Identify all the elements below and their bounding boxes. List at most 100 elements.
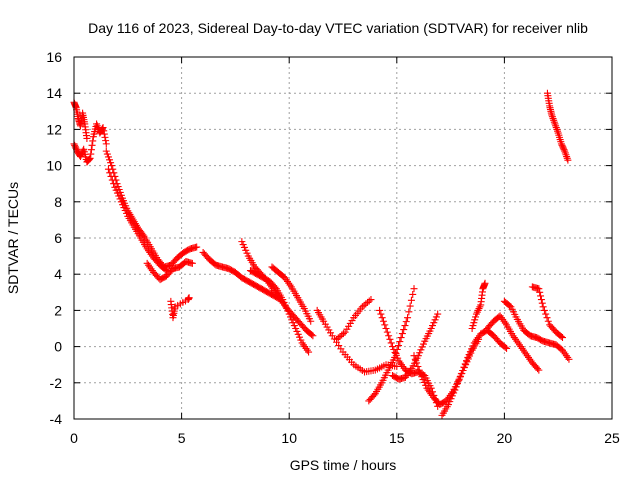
data-point (119, 201, 127, 209)
data-point (345, 322, 353, 330)
y-tick-label: 0 (54, 339, 62, 355)
data-point (542, 310, 550, 318)
data-point (455, 376, 463, 384)
data-point (418, 343, 426, 351)
data-point (535, 285, 543, 293)
data-point (79, 147, 87, 155)
data-point (537, 296, 545, 304)
data-point (431, 316, 439, 324)
y-tick-label: 6 (54, 230, 62, 246)
data-point (83, 134, 91, 142)
data-point (333, 335, 341, 343)
data-point (309, 332, 317, 340)
data-point (501, 343, 509, 351)
data-point (106, 156, 114, 164)
data-point (284, 307, 292, 315)
data-point (420, 378, 428, 386)
data-point (429, 322, 437, 330)
data-point (188, 259, 196, 267)
data-point (112, 186, 120, 194)
data-point (396, 338, 404, 346)
data-point (110, 180, 118, 188)
data-point (279, 296, 287, 304)
data-point (115, 185, 123, 193)
data-point (460, 363, 468, 371)
data-point (193, 243, 201, 251)
x-tick-label: 25 (604, 430, 620, 446)
data-point (115, 192, 123, 200)
data-point (117, 198, 125, 206)
data-point (459, 366, 467, 374)
data-point (411, 355, 419, 363)
data-point (410, 285, 418, 293)
data-point (393, 363, 401, 371)
data-point (430, 319, 438, 327)
data-point (327, 329, 335, 337)
data-point (364, 298, 372, 306)
data-point (419, 376, 427, 384)
y-tick-label: -4 (50, 411, 63, 427)
y-tick-label: 12 (46, 121, 62, 137)
data-point (557, 140, 565, 148)
data-point (85, 156, 93, 164)
data-point (457, 370, 465, 378)
data-point (410, 352, 418, 360)
data-points (70, 89, 573, 419)
data-point (288, 316, 296, 324)
data-point (87, 150, 95, 158)
data-point (463, 357, 471, 365)
data-point (307, 317, 315, 325)
data-point (243, 249, 251, 257)
data-point (289, 319, 297, 327)
data-point (464, 353, 472, 361)
data-point (535, 366, 543, 374)
y-tick-label: 14 (46, 85, 62, 101)
data-point (100, 130, 108, 138)
data-point (101, 133, 109, 141)
data-point (558, 141, 566, 149)
x-tick-label: 10 (281, 430, 297, 446)
data-point (339, 330, 347, 338)
data-point (451, 386, 459, 394)
data-point (370, 391, 378, 399)
data-point (539, 303, 547, 311)
x-tick-label: 5 (178, 430, 186, 446)
data-point (419, 340, 427, 348)
data-point (106, 169, 114, 177)
data-point (325, 326, 333, 334)
data-point (290, 322, 298, 330)
data-point (294, 330, 302, 338)
data-point (466, 348, 474, 356)
data-point (286, 313, 294, 321)
data-point (540, 306, 548, 314)
data-point (557, 332, 565, 340)
data-point (321, 320, 329, 328)
data-point (308, 331, 316, 339)
data-point (503, 344, 511, 352)
data-point (305, 348, 313, 356)
data-point (376, 306, 384, 314)
data-point (400, 326, 408, 334)
data-point (470, 319, 478, 327)
data-point (386, 335, 394, 343)
data-point (450, 389, 458, 397)
data-point (444, 401, 452, 409)
data-point (472, 313, 480, 321)
axis-ticks: 0 5 10 15 20 25 -4 -2 0 2 4 6 8 10 12 14 16 (46, 49, 620, 446)
data-point (394, 354, 402, 362)
data-point (283, 304, 291, 312)
data-point (447, 395, 455, 403)
data-point (416, 349, 424, 357)
data-point (418, 373, 426, 381)
data-point (565, 355, 573, 363)
data-point (358, 303, 366, 311)
data-point (560, 146, 568, 154)
data-point (446, 398, 454, 406)
data-point (409, 290, 417, 298)
data-point (469, 322, 477, 330)
data-point (102, 147, 110, 155)
data-point (367, 296, 375, 304)
data-point (405, 308, 413, 316)
data-point (103, 150, 111, 158)
data-point (114, 183, 122, 191)
